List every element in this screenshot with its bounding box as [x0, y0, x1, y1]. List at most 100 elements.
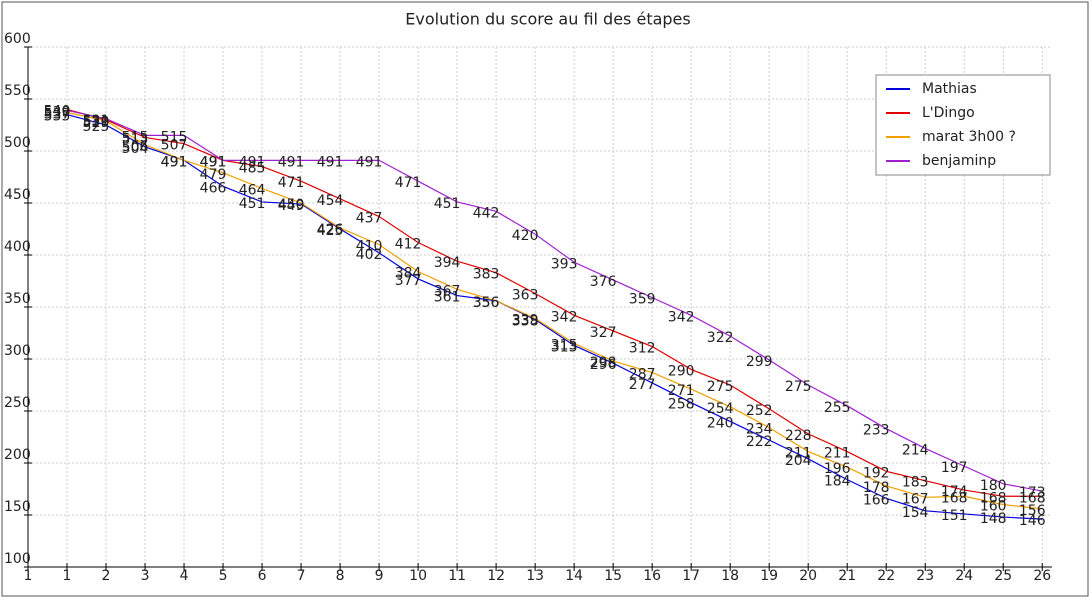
data-label: 327	[590, 325, 617, 341]
data-label: 485	[239, 161, 266, 177]
data-label: 376	[590, 274, 617, 290]
data-label: 342	[668, 309, 695, 325]
x-tick-label: 6	[258, 568, 267, 584]
data-label: 214	[902, 442, 929, 458]
x-tick-label: 9	[375, 568, 384, 584]
x-tick-label: 2	[102, 568, 111, 584]
legend-label: L'Dingo	[922, 105, 975, 121]
x-tick-label: 8	[336, 568, 345, 584]
data-label: 183	[902, 475, 929, 491]
data-label: 168	[980, 490, 1007, 506]
data-label: 537	[44, 107, 71, 123]
data-label: 240	[707, 415, 734, 431]
data-label: 192	[863, 465, 890, 481]
data-label: 507	[161, 138, 188, 154]
data-label: 166	[863, 492, 890, 508]
data-label: 515	[122, 129, 149, 145]
x-tick-label: 20	[799, 568, 817, 584]
x-tick-label: 22	[877, 568, 895, 584]
x-tick-label: 12	[487, 568, 505, 584]
data-label: 287	[629, 367, 656, 383]
data-label: 491	[161, 154, 188, 170]
data-label: 339	[512, 312, 539, 328]
series-line	[66, 109, 1043, 492]
data-label: 271	[668, 383, 695, 399]
data-label: 312	[629, 341, 656, 357]
x-tick-label: 3	[141, 568, 150, 584]
data-label: 515	[161, 129, 188, 145]
data-label: 442	[473, 205, 500, 221]
data-label: 148	[980, 511, 1007, 527]
x-tick-label: 5	[219, 568, 228, 584]
data-label: 204	[785, 453, 812, 469]
data-label: 491	[356, 154, 383, 170]
x-tick-label: 23	[916, 568, 934, 584]
x-tick-label: 4	[180, 568, 189, 584]
data-label: 184	[824, 474, 851, 490]
data-label: 450	[278, 197, 305, 213]
x-tick-label: 21	[838, 568, 856, 584]
legend-box	[875, 74, 1051, 176]
data-label: 451	[239, 196, 266, 212]
data-label: 178	[863, 480, 890, 496]
data-label: 449	[278, 198, 305, 214]
data-label: 491	[200, 154, 227, 170]
y-tick-label: 200	[4, 447, 31, 463]
data-label: 471	[278, 175, 305, 191]
data-label: 151	[941, 508, 968, 524]
data-label: 342	[551, 309, 578, 325]
data-label: 180	[980, 478, 1007, 494]
data-label: 228	[785, 428, 812, 444]
data-label: 513	[122, 131, 149, 147]
x-tick-label: 17	[682, 568, 700, 584]
y-tick-label: 550	[4, 83, 31, 99]
data-label: 377	[395, 273, 422, 289]
y-tick-label: 150	[4, 499, 31, 515]
x-tick-label: 18	[721, 568, 739, 584]
data-label: 167	[902, 491, 929, 507]
data-label: 530	[83, 114, 110, 130]
data-label: 233	[863, 423, 890, 439]
x-tick-label: 19	[760, 568, 778, 584]
data-label: 425	[317, 223, 344, 239]
x-tick-label: 11	[448, 568, 466, 584]
data-label: 315	[551, 337, 578, 353]
y-tick-label: 600	[4, 31, 31, 47]
data-label: 506	[122, 139, 149, 155]
data-label: 491	[239, 154, 266, 170]
data-label: 359	[629, 292, 656, 308]
data-label: 275	[707, 379, 734, 395]
data-label: 471	[395, 175, 422, 191]
y-tick-label: 350	[4, 291, 31, 307]
data-label: 479	[200, 167, 227, 183]
data-label: 338	[512, 313, 539, 329]
data-label: 313	[551, 339, 578, 355]
x-tick-label: 10	[409, 568, 427, 584]
data-label: 298	[590, 355, 617, 371]
legend-label: benjaminp	[922, 153, 996, 169]
x-tick-label: 25	[994, 568, 1012, 584]
data-label: 252	[746, 403, 773, 419]
data-label: 356	[473, 295, 500, 311]
series-line	[66, 114, 1043, 520]
x-tick-label: 16	[643, 568, 661, 584]
x-tick-label: 7	[297, 568, 306, 584]
series-line	[66, 111, 1043, 510]
data-label: 466	[200, 180, 227, 196]
data-label: 491	[161, 154, 188, 170]
data-label: 254	[707, 401, 734, 417]
y-tick-label: 450	[4, 187, 31, 203]
legend-label: Mathias	[922, 81, 977, 97]
x-tick-label: 1	[63, 568, 72, 584]
x-tick-label: 14	[565, 568, 583, 584]
data-label: 363	[512, 287, 539, 303]
data-label: 504	[122, 141, 149, 157]
data-label: 420	[512, 228, 539, 244]
data-label: 168	[941, 490, 968, 506]
data-label: 539	[44, 104, 71, 120]
data-label: 258	[668, 397, 695, 413]
data-label: 383	[473, 267, 500, 283]
x-tick-label: 15	[604, 568, 622, 584]
data-label: 529	[83, 115, 110, 131]
